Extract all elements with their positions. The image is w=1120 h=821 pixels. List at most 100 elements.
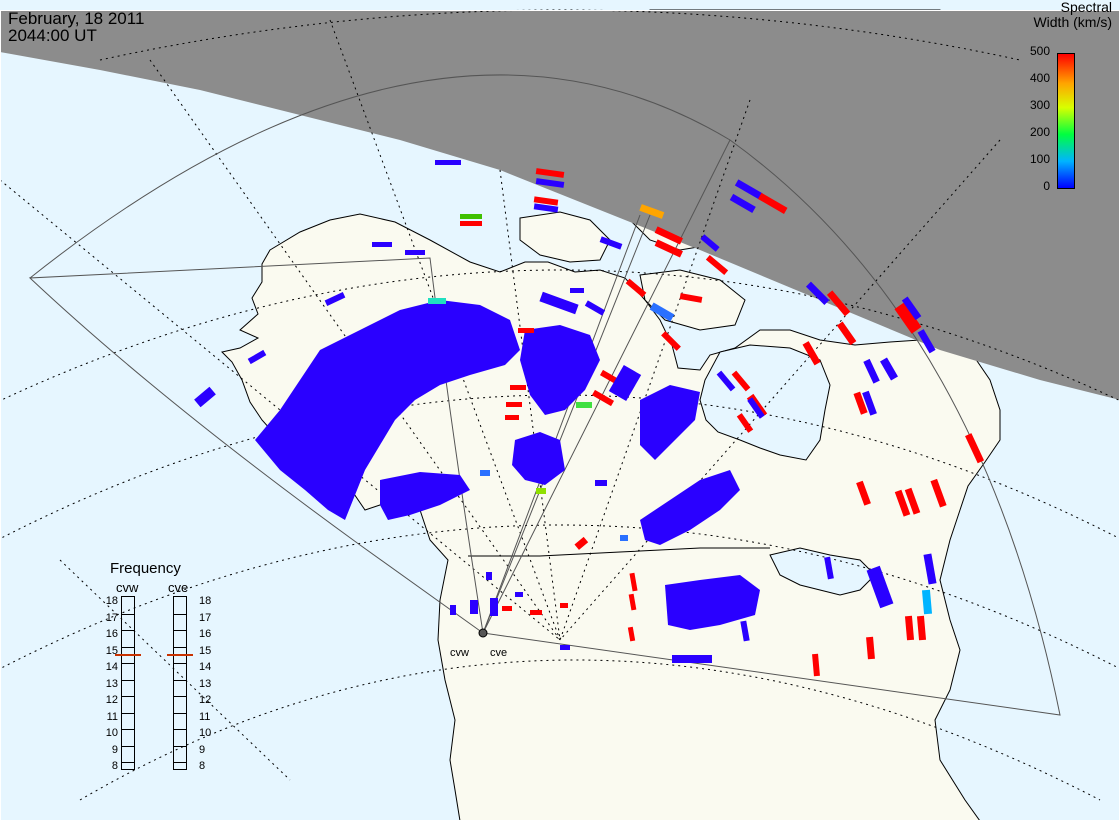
echo-55	[576, 402, 592, 408]
echo-26	[930, 478, 947, 508]
echo-9	[654, 226, 683, 245]
frequency-scale-label: 15	[199, 644, 212, 657]
colorscale-tick: 500	[1029, 44, 1050, 58]
frequency-scale-label: 12	[105, 694, 118, 706]
frequency-scale-label: 13	[199, 677, 212, 690]
frequency-scale-label: 14	[199, 661, 212, 673]
great-lakes	[769, 547, 876, 596]
radar-label-cve: cve	[490, 647, 508, 659]
time-label: 2044:00 UT	[8, 26, 97, 45]
frequency-cell-divider	[174, 712, 186, 714]
frequency-scale-label: 17	[199, 611, 212, 624]
frequency-cell-divider	[122, 663, 134, 664]
echo-31	[923, 553, 937, 585]
echo-47	[679, 293, 703, 303]
frequency-title: Frequency	[110, 560, 181, 577]
echo-2	[460, 214, 482, 219]
frequency-cell-divider	[174, 613, 186, 615]
echo-23	[862, 390, 877, 416]
echo-61	[539, 291, 579, 315]
arctic-island-1	[519, 211, 611, 263]
echo-84	[515, 592, 523, 597]
frequency-scale-label: 9	[111, 743, 118, 756]
echo-27	[894, 489, 911, 517]
scatter-region-east	[665, 575, 760, 630]
echo-36	[812, 653, 820, 677]
echo-32	[921, 589, 933, 615]
frequency-scale-label: 10	[199, 727, 212, 739]
echo-83	[486, 572, 492, 580]
echo-21	[880, 357, 898, 381]
echo-6	[533, 196, 559, 206]
echo-76	[595, 480, 607, 486]
echo-69	[480, 470, 490, 476]
echo-77	[450, 605, 456, 615]
echo-48	[716, 370, 736, 392]
echo-80	[502, 606, 512, 611]
frequency-marker-cvw	[115, 653, 141, 656]
frequency-scale-label: 15	[105, 644, 118, 657]
echo-14	[805, 281, 830, 306]
date-label: February, 18 2011	[8, 9, 145, 28]
fov-beam-1	[482, 214, 641, 634]
echo-20	[802, 341, 821, 366]
echo-66	[506, 402, 522, 407]
echo-39	[740, 620, 750, 642]
frequency-cell-divider	[174, 696, 186, 697]
frequency-cell-divider	[174, 646, 186, 648]
colorscale-tick: 300	[1029, 98, 1050, 112]
echo-59	[428, 298, 446, 304]
echo-37	[824, 556, 834, 580]
colorscale-tick: 100	[1029, 152, 1050, 166]
graticule-lon-4	[499, 169, 561, 641]
frequency-cell-divider	[122, 762, 134, 763]
echo-74	[700, 234, 720, 252]
echo-30	[866, 565, 894, 609]
echo-38	[672, 655, 712, 663]
frequency-radar-west-label: cvw	[116, 580, 139, 595]
frequency-box-cve	[173, 596, 187, 770]
echo-42	[627, 626, 636, 642]
echo-58	[574, 536, 589, 550]
frequency-cell-divider	[122, 646, 134, 648]
echo-19	[836, 321, 857, 346]
frequency-scale-label: 16	[105, 628, 118, 640]
echo-16	[894, 302, 922, 334]
frequency-scale-label: 17	[105, 611, 118, 624]
echo-24	[853, 391, 868, 415]
echo-56	[536, 488, 546, 494]
echo-79	[490, 598, 498, 616]
radar-site-marker	[478, 628, 488, 638]
frequency-cell-divider	[174, 630, 186, 631]
frequency-cell-divider	[122, 613, 134, 615]
echo-68	[608, 365, 642, 401]
frequency-cell-divider	[122, 696, 134, 697]
echo-34	[916, 615, 927, 641]
echo-78	[470, 600, 478, 614]
echo-63	[584, 300, 606, 316]
frequency-cell-divider	[174, 663, 186, 664]
echo-17	[901, 296, 922, 321]
echo-7	[533, 203, 559, 213]
echo-67	[505, 415, 519, 420]
echo-62	[570, 288, 584, 293]
echo-15	[826, 290, 851, 317]
us-canada-border	[468, 547, 770, 557]
echo-10	[654, 239, 683, 258]
echo-65	[510, 385, 526, 390]
graticule-lon-1	[0, 179, 561, 641]
echo-54	[591, 389, 615, 407]
echo-82	[560, 603, 568, 608]
scatter-region-cvw	[255, 300, 520, 520]
echo-5	[535, 178, 565, 188]
frequency-cell-divider	[174, 762, 186, 763]
echo-33	[904, 615, 915, 641]
frequency-scale-label: 11	[106, 710, 118, 723]
frequency-cell-divider	[122, 745, 134, 747]
echo-18	[917, 329, 936, 354]
frequency-scale-label: 10	[105, 727, 118, 739]
echo-11	[734, 179, 763, 200]
echo-35	[866, 636, 875, 660]
colorscale-tick: 0	[1043, 179, 1050, 193]
